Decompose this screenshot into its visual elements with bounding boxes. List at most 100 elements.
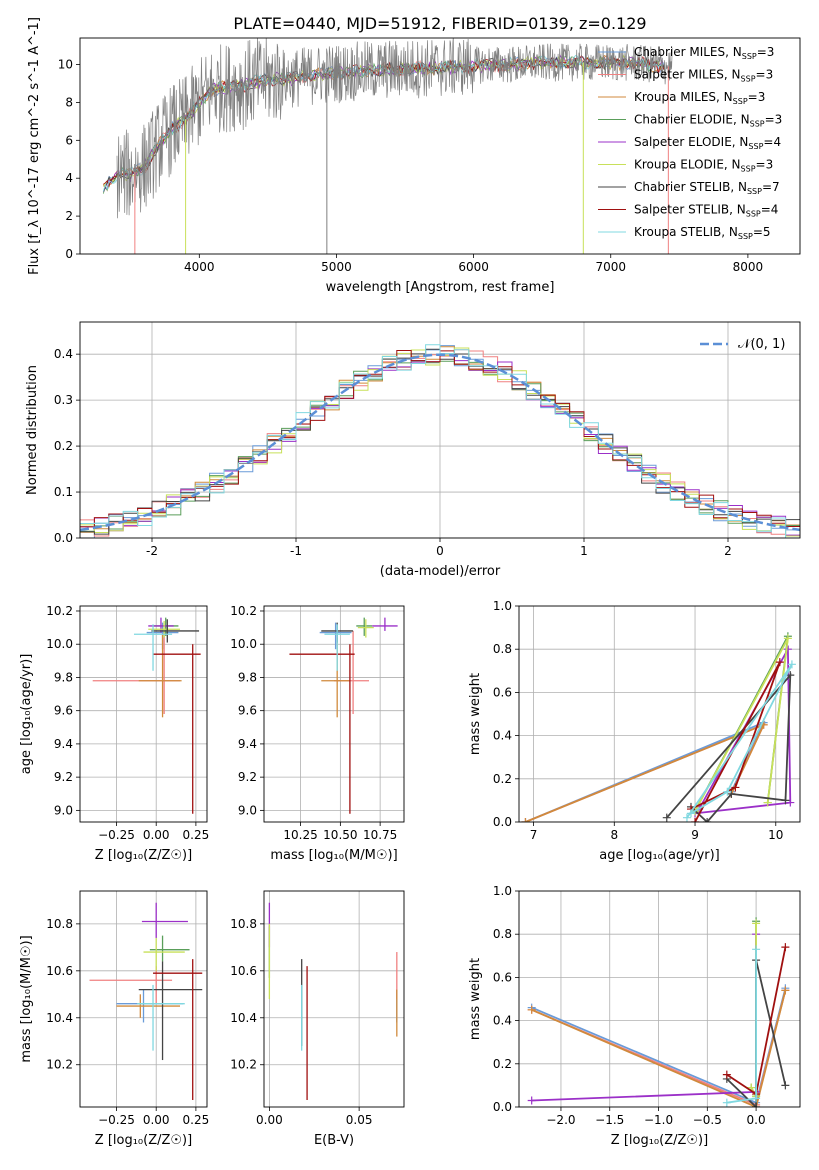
legend-entry: Chabrier STELIB, NSSP=7 — [634, 180, 780, 196]
y-tick-label: 8 — [65, 95, 73, 109]
x-tick-label: 4000 — [184, 260, 215, 274]
axes-age_vs_Z: −0.25 0.00 0.25 9.0 9.2 9.4 9.6 9.8 10.0 10.2 Z [l… — [19, 604, 209, 863]
y-tick-label: 10.8 — [46, 917, 73, 931]
weight-line-salpeter_stelib — [690, 661, 781, 822]
legend-entry: Salpeter MILES, NSSP=3 — [634, 68, 773, 84]
x-axis-label: age [log₁₀(age/yr)] — [599, 848, 720, 863]
weight-marker-kroupa_stelib — [787, 660, 796, 669]
weight-marker-chabrier_stelib — [703, 818, 712, 822]
y-tick-label: 10 — [58, 58, 73, 72]
y-tick-label: 0.4 — [54, 347, 73, 361]
plot-area-residuals — [80, 322, 800, 538]
x-axis-label: Z [log₁₀(Z/Z☉)] — [95, 1133, 192, 1148]
y-tick-label: 2 — [65, 209, 73, 223]
x-axis-label: E(B-V) — [314, 1133, 354, 1148]
normal-curve — [80, 353, 800, 532]
y-tick-label: 9.2 — [54, 770, 73, 784]
y-tick-label: 1.0 — [493, 599, 512, 613]
y-tick-label: 9.8 — [54, 670, 73, 684]
y-tick-label: 10.4 — [230, 1011, 257, 1025]
weight-marker-kroupa_miles — [527, 1005, 536, 1014]
x-tick-label: 8 — [610, 828, 618, 842]
axes-age_vs_mass: 10.25 10.50 10.75 9.0 9.2 9.4 9.6 9.8 10.0 10.2 ma… — [230, 604, 405, 863]
y-tick-label: 9.4 — [238, 737, 257, 751]
x-tick-label: 2 — [724, 544, 732, 558]
weight-line-chabrier_stelib — [666, 672, 792, 822]
plot-area-spectrum — [102, 38, 673, 254]
weight-marker-chabrier_stelib — [781, 1081, 790, 1090]
plot-area-mass_vs_ebv — [264, 891, 404, 1107]
y-tick-label: 10.2 — [230, 1058, 257, 1072]
axes-mass_vs_Z: −0.25 0.00 0.25 10.2 10.4 10.6 10.8 Z [log₁₀(Z/… — [19, 890, 210, 1148]
weight-line-kroupa_miles — [531, 990, 787, 1107]
y-tick-label: 10.8 — [230, 917, 257, 931]
axes-frame — [79, 890, 208, 1108]
weight-line-salpeter_elodie — [531, 934, 757, 1102]
weight-line-kroupa_stelib — [726, 949, 757, 1104]
x-tick-label: 9 — [691, 828, 699, 842]
weight-marker-kroupa_elodie — [752, 919, 761, 928]
axes-frame — [518, 890, 801, 1108]
x-tick-label: 10 — [768, 828, 783, 842]
y-tick-label: 10.0 — [230, 637, 257, 651]
y-tick-label: 9.8 — [238, 670, 257, 684]
y-tick-label: 0.2 — [493, 772, 512, 786]
weight-marker-kroupa_stelib — [686, 809, 695, 818]
x-tick-label: -2 — [146, 544, 158, 558]
legend-entry: Chabrier ELODIE, NSSP=3 — [634, 113, 782, 129]
x-tick-label: 0.05 — [346, 1113, 373, 1127]
weight-marker-kroupa_stelib — [723, 787, 732, 796]
y-tick-label: 4 — [65, 171, 73, 185]
x-axis-label: wavelength [Angstrom, rest frame] — [326, 280, 555, 295]
x-tick-label: 8000 — [733, 260, 764, 274]
y-tick-label: 0 — [65, 247, 73, 261]
y-tick-label: 0.6 — [493, 685, 512, 699]
x-tick-label: 7 — [530, 828, 538, 842]
legend-entry: Chabrier MILES, NSSP=3 — [634, 45, 774, 61]
x-tick-label: 7000 — [595, 260, 626, 274]
weight-marker-kroupa_miles — [781, 986, 790, 995]
axes-weight_vs_age: 7 8 9 10 0.0 0.2 0.4 0.6 0.8 1.0 age [log₁₀(age/yr… — [468, 599, 801, 863]
x-axis-label: Z [log₁₀(Z/Z☉)] — [95, 848, 192, 863]
y-axis-label: mass weight — [468, 958, 483, 1040]
y-tick-label: 10.6 — [46, 964, 73, 978]
weight-marker-chabrier_stelib — [752, 1103, 761, 1107]
axes-mass_vs_ebv: 0.00 0.05 10.2 10.4 10.6 10.8 E(B-V) — [230, 890, 405, 1148]
x-tick-label: −1.5 — [595, 1113, 624, 1127]
plot-area-weight_vs_Z — [519, 891, 800, 1107]
weight-marker-kroupa_miles — [521, 818, 530, 822]
y-tick-label: 9.4 — [54, 737, 73, 751]
x-tick-label: 0 — [436, 544, 444, 558]
axes-spectrum: 4000 5000 6000 7000 8000 0 2 4 6 8 10 Chabrier MILE… — [27, 17, 801, 295]
axes-frame — [263, 605, 405, 823]
y-axis-label: mass weight — [468, 673, 483, 755]
x-tick-label: 0.00 — [143, 828, 170, 842]
x-tick-label: −0.5 — [693, 1113, 722, 1127]
axes-residuals: -2 -1 0 1 2 0.0 0.1 0.2 0.3 0.4 𝒩(0, 1) (data-model… — [25, 321, 801, 579]
weight-marker-salpeter_stelib — [722, 1070, 731, 1079]
x-tick-label: −2.0 — [546, 1113, 575, 1127]
y-tick-label: 10.2 — [230, 604, 257, 618]
x-tick-label: 0.25 — [183, 1113, 210, 1127]
y-axis-label: Normed distribution — [25, 365, 40, 495]
weight-marker-kroupa_stelib — [682, 813, 691, 822]
x-tick-label: -1 — [290, 544, 302, 558]
y-tick-label: 6 — [65, 133, 73, 147]
weight-marker-chabrier_stelib — [727, 789, 736, 798]
weight-marker-kroupa_stelib — [722, 1098, 731, 1107]
y-axis-label: age [log₁₀(age/yr)] — [19, 654, 34, 775]
legend-entry: Salpeter ELODIE, NSSP=4 — [634, 135, 781, 151]
x-tick-label: −1.0 — [644, 1113, 673, 1127]
y-tick-label: 0.0 — [54, 531, 73, 545]
legend-entry: Kroupa STELIB, NSSP=5 — [634, 225, 771, 241]
weight-marker-salpeter_elodie — [786, 798, 795, 807]
legend-entry: Salpeter STELIB, NSSP=4 — [634, 203, 778, 219]
weight-line-kroupa_stelib — [686, 663, 793, 819]
y-tick-label: 9.2 — [238, 770, 257, 784]
y-axis-label: Flux [f_λ 10^-17 erg cm^-2 s^-1 A^-1] — [27, 17, 42, 275]
x-tick-label: 10.75 — [363, 828, 397, 842]
y-tick-label: 10.2 — [46, 604, 73, 618]
x-tick-label: 1 — [580, 544, 588, 558]
legend-spectrum: Chabrier MILES, NSSP=3 Salpeter MILES, NS… — [598, 45, 782, 241]
